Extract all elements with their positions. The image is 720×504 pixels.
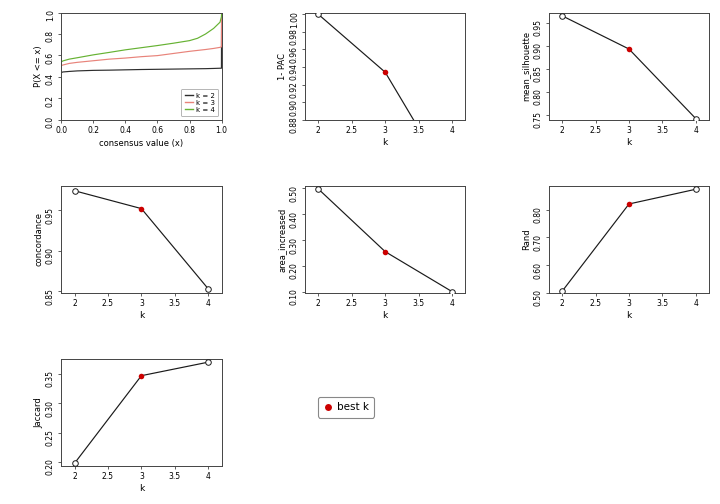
Y-axis label: mean_silhouette: mean_silhouette bbox=[522, 31, 531, 101]
Y-axis label: area_increased: area_increased bbox=[278, 207, 287, 272]
Y-axis label: 1- PAC: 1- PAC bbox=[278, 52, 287, 80]
Legend: best k: best k bbox=[318, 397, 374, 418]
X-axis label: k: k bbox=[626, 311, 631, 320]
X-axis label: k: k bbox=[139, 311, 144, 320]
X-axis label: k: k bbox=[382, 311, 388, 320]
X-axis label: consensus value (x): consensus value (x) bbox=[99, 139, 184, 148]
Legend: k = 2, k = 3, k = 4: k = 2, k = 3, k = 4 bbox=[181, 89, 218, 116]
Y-axis label: Rand: Rand bbox=[522, 229, 531, 250]
Y-axis label: concordance: concordance bbox=[34, 212, 43, 267]
X-axis label: k: k bbox=[626, 138, 631, 147]
X-axis label: k: k bbox=[382, 138, 388, 147]
Y-axis label: Jaccard: Jaccard bbox=[34, 397, 43, 428]
Y-axis label: P(X <= x): P(X <= x) bbox=[34, 45, 43, 87]
X-axis label: k: k bbox=[139, 484, 144, 493]
